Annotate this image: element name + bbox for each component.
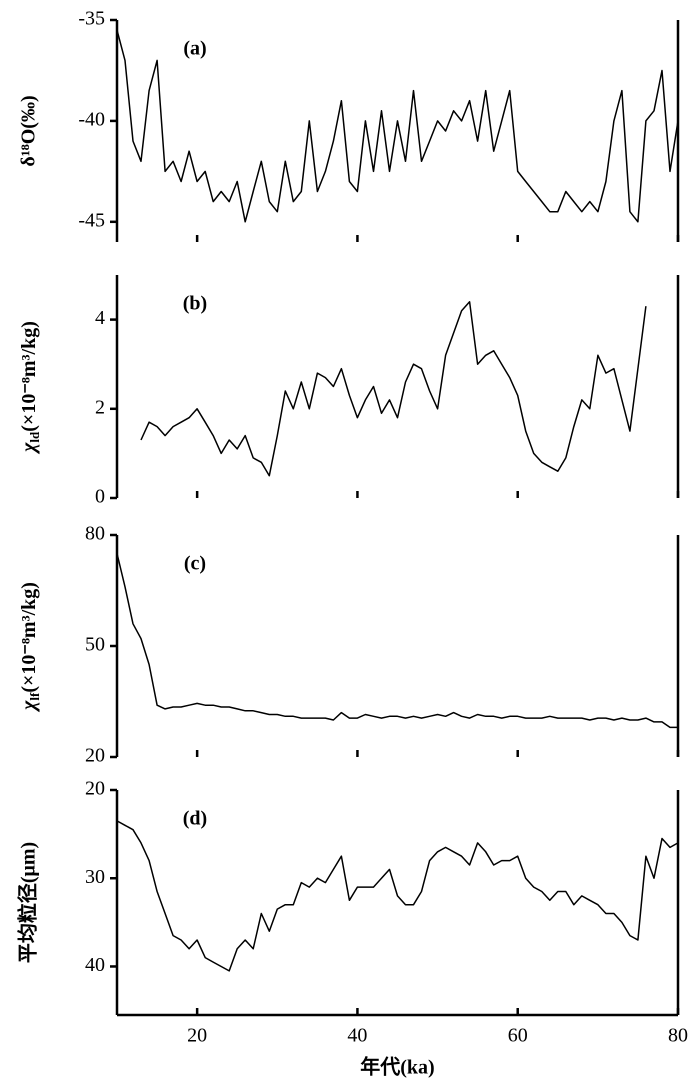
y-tick-label: 0 [95,486,105,508]
y-axis-label: δ¹⁸O(‰) [18,95,40,166]
y-tick-label: 50 [85,634,105,656]
x-tick-label: 60 [508,1025,528,1047]
data-line [116,29,679,223]
y-axis-label: 平均粒径(μm) [16,842,40,963]
panel-label: (a) [183,38,206,60]
y-tick-label: 40 [85,954,105,976]
y-label-unit: (×10⁻⁸m³/kg) [18,582,40,693]
x-tick-label: 80 [668,1025,688,1047]
x-tick-label: 40 [347,1025,367,1047]
panel-label: (d) [183,808,207,830]
y-tick-label: 4 [95,307,105,329]
panel-label: (b) [183,293,207,315]
x-tick-label: 20 [187,1025,207,1047]
y-label-subscript: lf [27,692,42,701]
y-tick-label: -35 [78,8,105,30]
y-label-subscript: ld [27,431,42,443]
y-axis-label: χld(×10⁻⁸m³/kg) [18,321,42,455]
y-label-symbol: χ [18,700,40,713]
y-tick-label: 30 [85,866,105,888]
y-tick-label: -45 [78,209,105,231]
y-tick-label: 20 [85,745,105,767]
y-axis-label: χlf(×10⁻⁸m³/kg) [18,582,42,713]
y-label-symbol: χ [18,442,40,455]
data-line [140,301,647,477]
y-tick-label: 20 [85,778,105,800]
x-axis-label: 年代(ka) [360,1055,434,1079]
y-tick-label: 2 [95,396,105,418]
y-tick-label: 80 [85,523,105,545]
data-line [116,820,679,972]
y-tick-label: -40 [78,109,105,131]
data-line [116,553,678,729]
y-label-unit: (×10⁻⁸m³/kg) [18,321,40,432]
panel-label: (c) [184,553,206,575]
